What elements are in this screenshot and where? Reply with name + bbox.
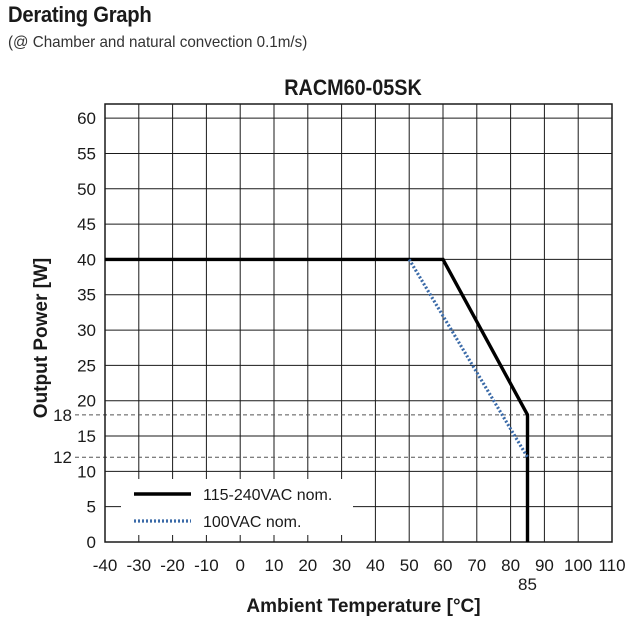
- y-tick-label: 50: [77, 180, 96, 199]
- y-tick-label: 60: [77, 109, 96, 128]
- x-tick-label: 80: [501, 556, 520, 575]
- y-tick-label: 0: [87, 533, 96, 552]
- y-tick-label: 55: [77, 144, 96, 163]
- x-tick-label: -10: [194, 556, 219, 575]
- legend: 115-240VAC nom. 100VAC nom.: [121, 479, 353, 535]
- x-tick-label: 20: [298, 556, 317, 575]
- legend-label-1: 115-240VAC nom.: [203, 487, 332, 504]
- plot-frame: [104, 103, 613, 543]
- y-axis-label: Output Power [W]: [31, 258, 52, 418]
- x-axis-label: Ambient Temperature [°C]: [246, 596, 480, 617]
- x-tick-label: -40: [93, 556, 118, 575]
- y-tick-label: 10: [77, 462, 96, 481]
- y-reference-tick-label: 12: [53, 448, 72, 467]
- legend-box: [121, 479, 353, 535]
- y-tick-label: 40: [77, 250, 96, 269]
- x-tick-label: 70: [467, 556, 486, 575]
- x-tick-label: 90: [535, 556, 554, 575]
- x-tick-label: 110: [598, 556, 625, 575]
- y-tick-label: 25: [77, 356, 96, 375]
- y-tick-label: 20: [77, 392, 96, 411]
- y-reference-tick-label: 18: [53, 406, 72, 425]
- x-tick-label: 100: [564, 556, 592, 575]
- y-tick-label: 35: [77, 286, 96, 305]
- series-line-2: [407, 258, 529, 459]
- y-tick-label: 15: [77, 427, 96, 446]
- x-tick-label: 0: [235, 556, 244, 575]
- x-reference-tick-label: 85: [518, 575, 537, 594]
- y-tick-label: 45: [77, 215, 96, 234]
- page-subtitle: (@ Chamber and natural convection 0.1m/s…: [8, 34, 308, 51]
- chart-grid: [104, 104, 613, 543]
- x-tick-label: -20: [160, 556, 185, 575]
- chart-title: RACM60-05SK: [284, 75, 422, 100]
- tick-labels: -40 -30 -20 -10 0 10 20 30 40 50 60 70 80 90 100 110 0 5 1…: [53, 109, 625, 594]
- series-layer: [105, 257, 530, 542]
- y-tick-label: 30: [77, 321, 96, 340]
- x-tick-label: 40: [366, 556, 385, 575]
- x-tick-label: -30: [127, 556, 152, 575]
- x-tick-label: 10: [265, 556, 284, 575]
- y-tick-label: 5: [87, 498, 96, 517]
- x-tick-label: 30: [332, 556, 351, 575]
- page-title: Derating Graph: [8, 2, 152, 27]
- series-line-1: [105, 257, 530, 542]
- legend-label-2: 100VAC nom.: [203, 514, 301, 531]
- x-tick-label: 50: [400, 556, 419, 575]
- chart-reference-lines: [75, 414, 612, 458]
- x-tick-label: 60: [434, 556, 453, 575]
